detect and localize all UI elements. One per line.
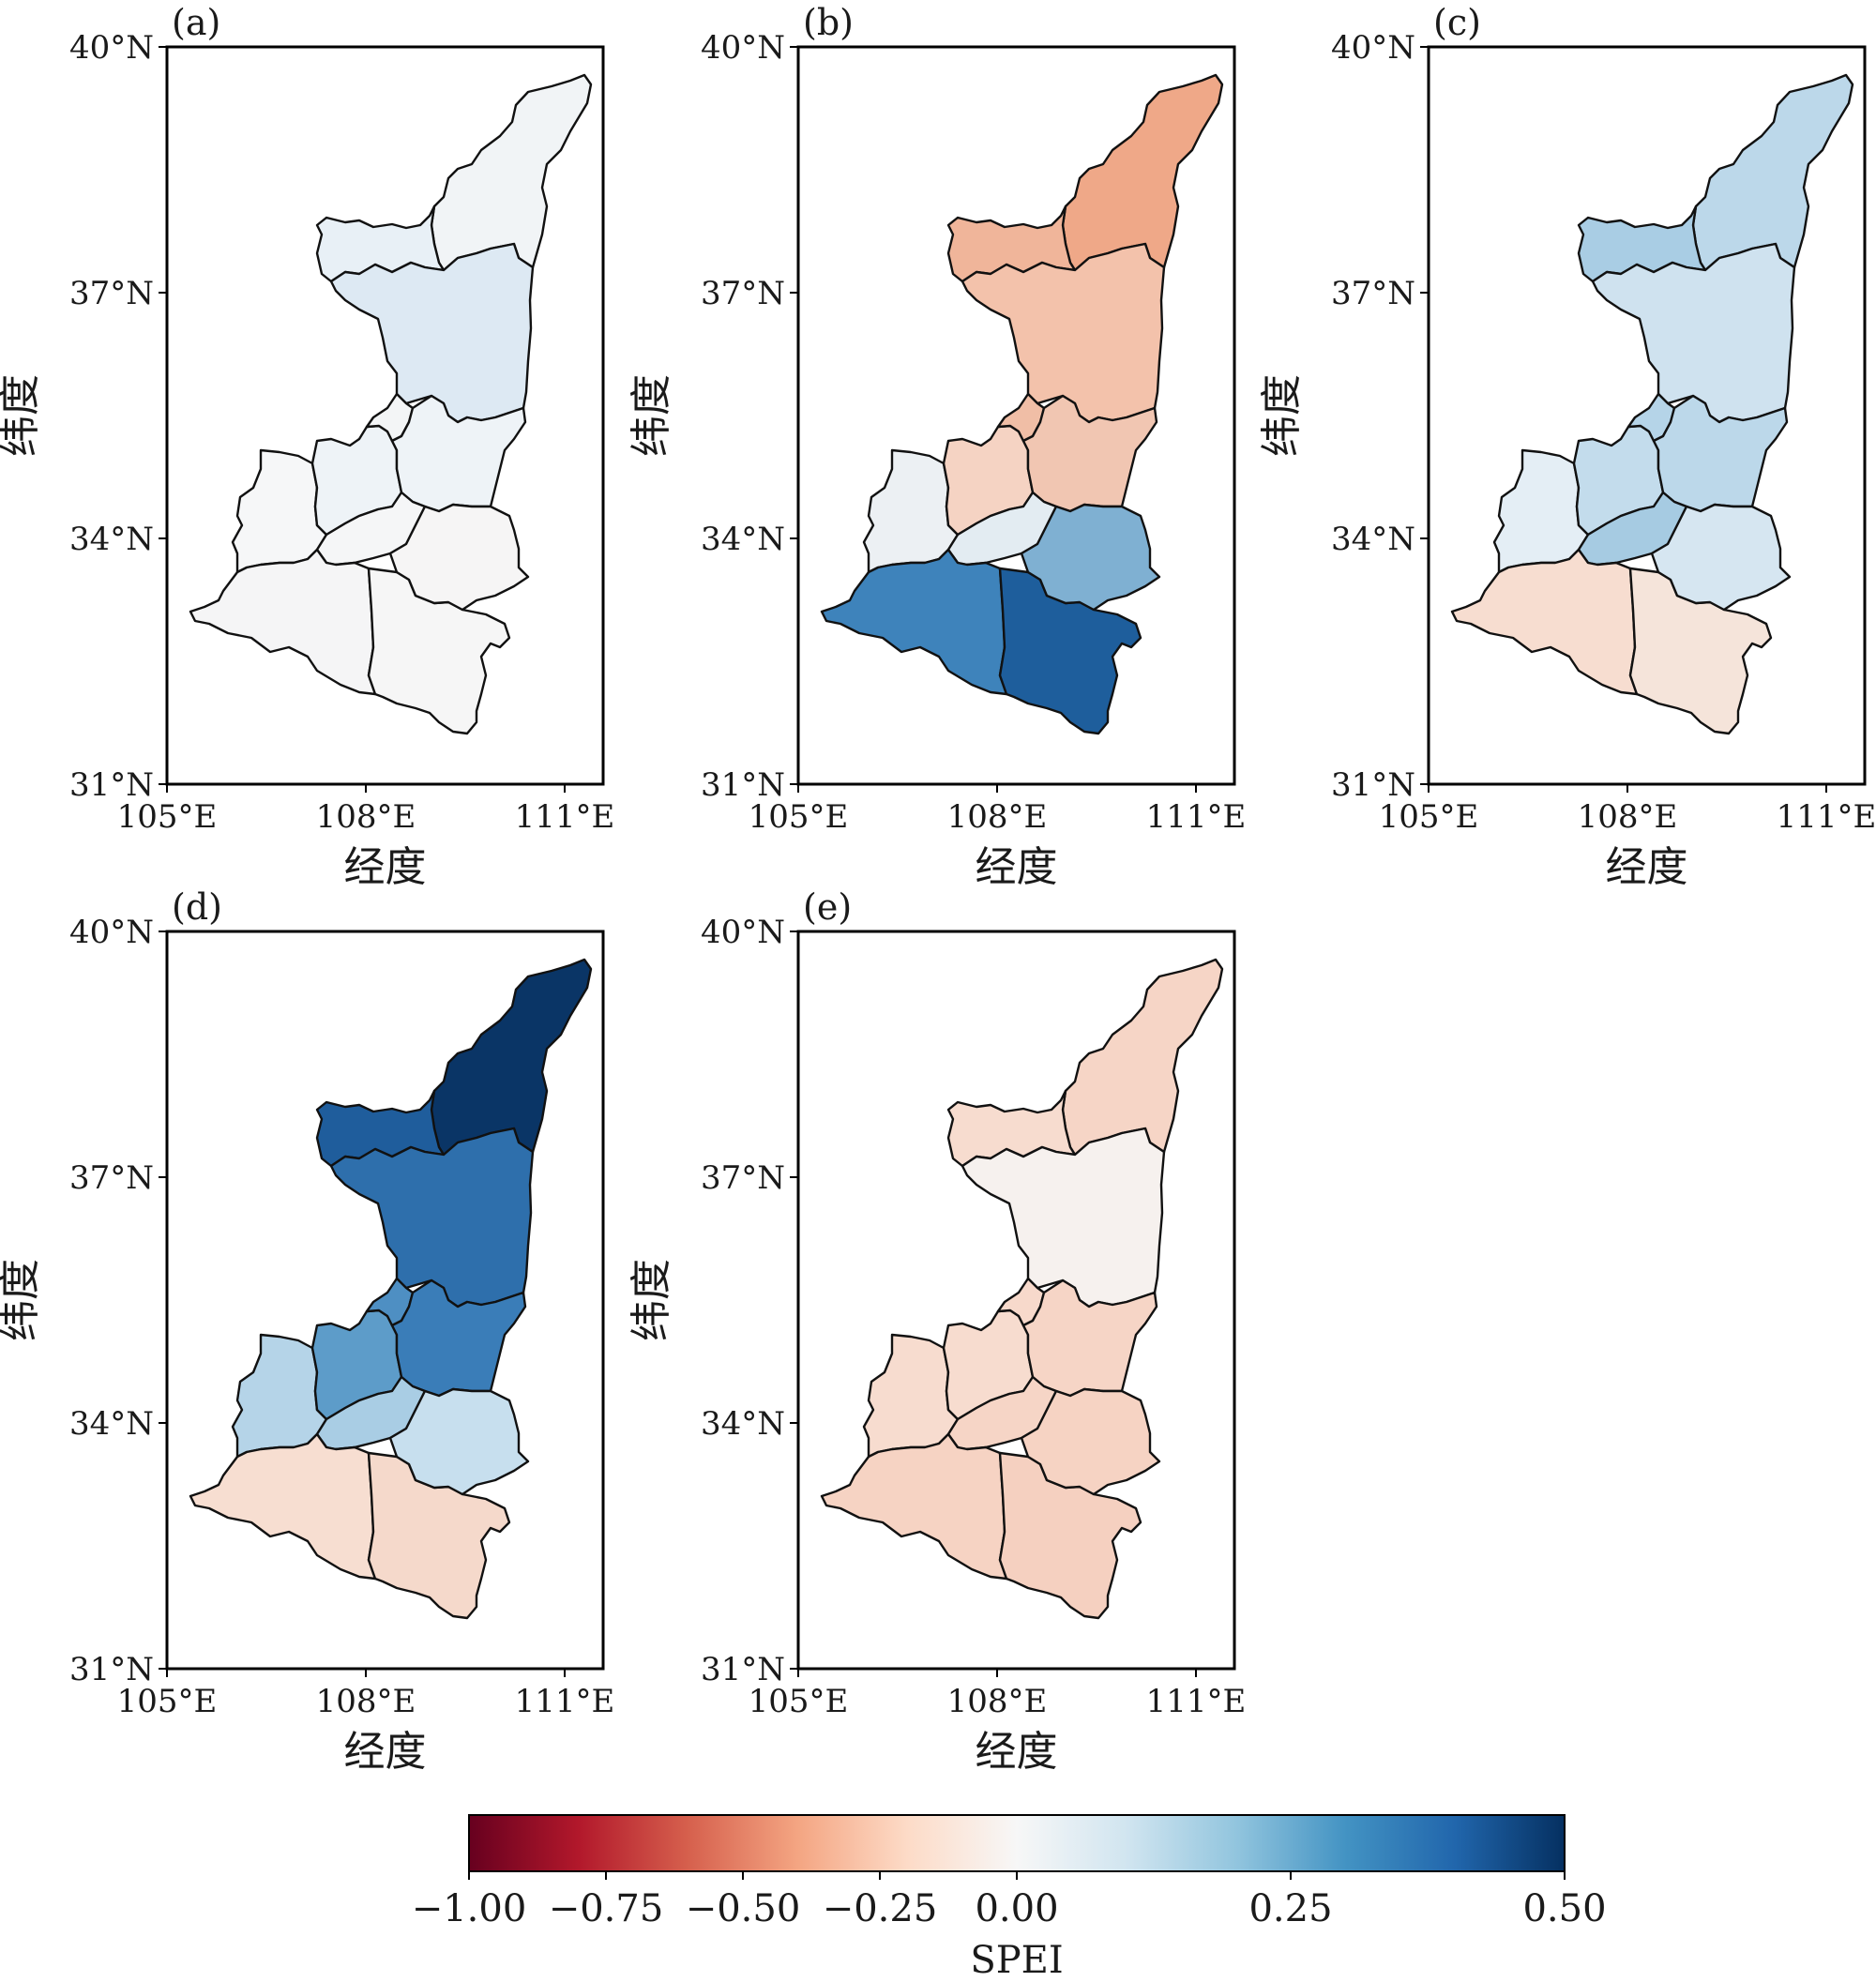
panel-label: (d) — [172, 886, 222, 928]
colorbar-tick-label: 0.50 — [1522, 1887, 1606, 1930]
x-tick-label: 105°E — [749, 1683, 849, 1720]
map-region — [388, 503, 530, 612]
x-tick-label: 105°E — [749, 798, 849, 836]
y-tick-label: 31°N — [69, 1651, 154, 1688]
map-region — [189, 1432, 377, 1581]
x-axis-label: 经度 — [344, 1728, 427, 1776]
panel-label: (c) — [1433, 2, 1481, 43]
y-tick-label: 37°N — [69, 275, 154, 312]
y-tick-label: 34°N — [701, 1405, 785, 1443]
map-panel: (c) 105°E 108°E 111°E 40°N 37°N 34°N 31°N 经度 纬度 — [1258, 2, 1876, 891]
y-tick-label: 31°N — [1331, 766, 1415, 804]
y-tick-label: 34°N — [69, 1405, 154, 1443]
y-tick-label: 31°N — [701, 1651, 785, 1688]
colorbar: −1.00 −0.75 −0.50 −0.25 0.00 0.25 0.50 SPEI — [412, 1814, 1607, 1982]
map-region — [1652, 394, 1789, 513]
y-axis-label: 纬度 — [628, 374, 675, 457]
x-tick-label: 108°E — [947, 798, 1048, 836]
colorbar-label: SPEI — [970, 1939, 1063, 1982]
map-region — [189, 548, 377, 696]
y-tick-label: 40°N — [1331, 29, 1415, 67]
map-region — [390, 1278, 527, 1398]
y-tick-label: 37°N — [701, 275, 785, 312]
y-tick-label: 40°N — [701, 29, 785, 67]
colorbar-tick-label: −0.75 — [549, 1887, 664, 1930]
x-tick-label: 111°E — [1146, 798, 1247, 836]
colorbar-tick-label: 0.25 — [1248, 1887, 1332, 1930]
colorbar-tick-label: −1.00 — [412, 1887, 527, 1930]
map-region — [820, 1432, 1008, 1581]
y-axis-label: 纬度 — [0, 374, 44, 457]
panel-label: (e) — [803, 886, 852, 928]
x-tick-label: 111°E — [1146, 1683, 1247, 1720]
colorbar-tick-label: 0.00 — [975, 1887, 1058, 1930]
x-tick-label: 108°E — [316, 798, 416, 836]
x-axis-label: 经度 — [344, 843, 427, 891]
y-tick-label: 31°N — [701, 766, 785, 804]
x-tick-label: 108°E — [1578, 798, 1678, 836]
map-region — [1021, 394, 1158, 513]
y-axis-label: 纬度 — [1258, 374, 1306, 457]
map-panel: (b) 105°E 108°E 111°E 40°N 37°N 34°N 31°N 经度 纬度 — [628, 2, 1246, 891]
y-tick-label: 34°N — [701, 521, 785, 558]
y-tick-label: 34°N — [1331, 521, 1415, 558]
map-panel: (a) 105°E 108°E 111°E 40°N 37°N 34°N 31°N 经度 纬度 — [0, 2, 614, 891]
x-axis-label: 经度 — [976, 1728, 1058, 1776]
y-tick-label: 40°N — [69, 914, 154, 951]
colorbar-tick-label: −0.25 — [823, 1887, 938, 1930]
map-region — [1020, 503, 1161, 612]
colorbar-tick-label: −0.50 — [686, 1887, 801, 1930]
x-tick-label: 111°E — [1777, 798, 1876, 836]
x-tick-label: 105°E — [1379, 798, 1479, 836]
map-region — [1021, 1278, 1158, 1398]
y-tick-label: 31°N — [69, 766, 154, 804]
y-tick-label: 34°N — [69, 521, 154, 558]
x-tick-label: 111°E — [515, 798, 615, 836]
x-tick-label: 105°E — [117, 798, 218, 836]
panel-label: (b) — [803, 2, 854, 43]
y-tick-label: 37°N — [1331, 275, 1415, 312]
x-tick-label: 105°E — [117, 1683, 218, 1720]
colorbar-gradient — [468, 1814, 1566, 1872]
panel-label: (a) — [172, 2, 220, 43]
x-axis-label: 经度 — [976, 843, 1058, 891]
x-tick-label: 108°E — [947, 1683, 1048, 1720]
map-panel: (d) 105°E 108°E 111°E 40°N 37°N 34°N 31°N 经度 纬度 — [0, 886, 614, 1776]
map-region — [390, 394, 527, 513]
x-tick-label: 108°E — [316, 1683, 416, 1720]
map-region — [1650, 503, 1792, 612]
x-axis-label: 经度 — [1606, 843, 1688, 891]
map-region — [1020, 1387, 1161, 1496]
map-region — [820, 548, 1008, 696]
map-panel: (e) 105°E 108°E 111°E 40°N 37°N 34°N 31°N 经度 纬度 — [628, 886, 1246, 1776]
y-tick-label: 40°N — [69, 29, 154, 67]
x-tick-label: 111°E — [515, 1683, 615, 1720]
y-axis-label: 纬度 — [628, 1259, 675, 1341]
map-region — [388, 1387, 530, 1496]
y-tick-label: 40°N — [701, 914, 785, 951]
y-tick-label: 37°N — [69, 1159, 154, 1197]
y-axis-label: 纬度 — [0, 1259, 44, 1341]
map-region — [1450, 548, 1639, 696]
y-tick-label: 37°N — [701, 1159, 785, 1197]
